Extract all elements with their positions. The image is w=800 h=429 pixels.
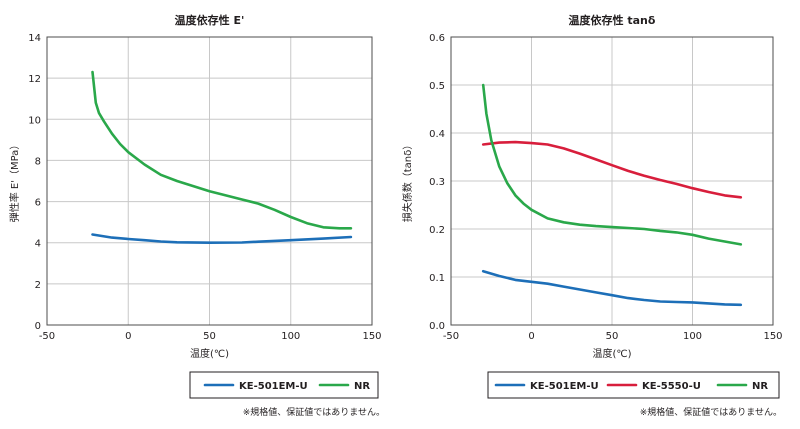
chart2-x-axis-label: 温度(℃)	[592, 347, 631, 360]
chart2-y-axis-label: 損失係数（tanδ）	[401, 140, 414, 223]
chart1-x-tick-label: 100	[281, 331, 300, 342]
chart2-y-tick-label: 0.6	[429, 33, 445, 44]
chart2-y-tick-label: 0.3	[429, 177, 445, 188]
chart1-y-tick-label: 4	[35, 239, 41, 250]
chart2-series-line-ke-501em-u	[481, 269, 743, 307]
chart1-y-axis-label: 弾性率 E'（MPa）	[8, 140, 21, 223]
chart2-y-tick-label: 0.5	[429, 81, 445, 92]
chart1-legend-label: KE-501EM-U	[239, 381, 308, 392]
chart2-series-line-ke-5550-u	[481, 140, 743, 199]
chart1-y-tick-label: 8	[35, 156, 41, 167]
chart2-plot-frame	[450, 36, 774, 326]
chart2-title: 温度依存性 tanδ	[569, 13, 656, 27]
chart1-series-line-nr	[91, 70, 353, 230]
chart1-legend-label: NR	[354, 381, 370, 392]
chart2-series-line-nr	[481, 83, 743, 246]
chart1-y-tick-label: 6	[35, 198, 41, 209]
chart1-y-tick-label: 12	[28, 74, 41, 85]
chart1-x-tick-label: 150	[362, 331, 381, 342]
chart1-title: 温度依存性 E'	[175, 13, 245, 27]
chart1-series-line-ke-501em-u	[91, 233, 353, 244]
chart2-x-tick-label: 150	[763, 331, 782, 342]
chart2-x-tick-label: 0	[528, 331, 534, 342]
chart2-y-tick-label: 0.4	[429, 129, 445, 140]
chart1-x-tick-label: 50	[203, 331, 216, 342]
chart2-legend-label: NR	[752, 381, 768, 392]
chart2-x-tick-label: 100	[683, 331, 702, 342]
chart1-x-tick-label: 0	[125, 331, 131, 342]
chart1-y-tick-label: 2	[35, 280, 41, 291]
chart2-footnote: ※規格値、保証値ではありません。	[640, 406, 782, 418]
chart2-y-tick-label: 0.2	[429, 225, 445, 236]
chart2-legend-label: KE-501EM-U	[530, 381, 599, 392]
chart1-x-axis-label: 温度(℃)	[190, 347, 229, 360]
chart2-x-tick-label: -50	[443, 331, 459, 342]
chart1-y-tick-label: 14	[28, 33, 41, 44]
chart2-y-tick-label: 0.0	[429, 321, 445, 332]
chart1-plot-frame	[46, 36, 373, 326]
chart2-legend-label: KE-5550-U	[642, 381, 701, 392]
chart1-y-tick-label: 0	[35, 321, 41, 332]
chart1-x-tick-label: -50	[39, 331, 55, 342]
chart2-y-tick-label: 0.1	[429, 273, 445, 284]
chart1-y-tick-label: 10	[28, 115, 41, 126]
chart2-x-tick-label: 50	[606, 331, 619, 342]
chart1-footnote: ※規格値、保証値ではありません。	[243, 406, 385, 418]
